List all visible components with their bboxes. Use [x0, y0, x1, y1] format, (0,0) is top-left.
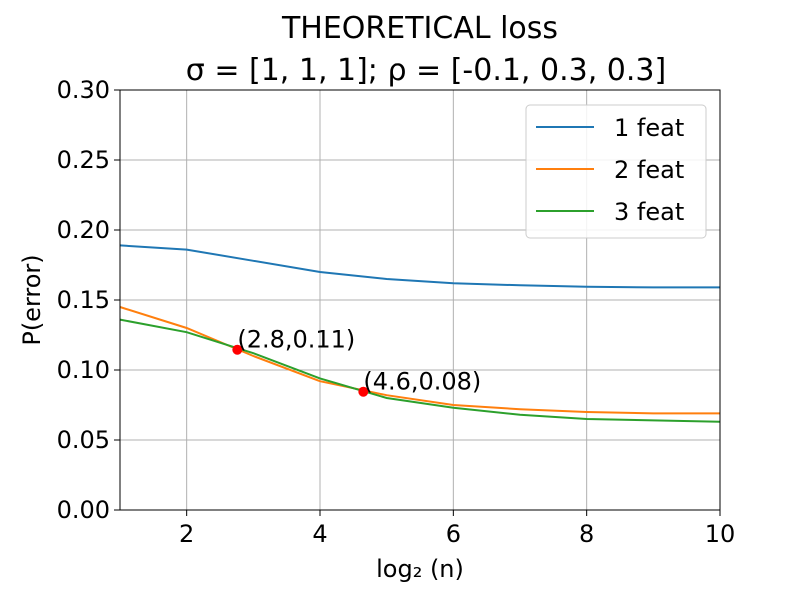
y-axis-label: P(error)	[18, 254, 46, 345]
annotation-label-1: (2.8,0.11)	[237, 326, 355, 354]
y-tick-label: 0.10	[57, 356, 110, 384]
chart-subtitle: σ = [1, 1, 1]; ρ = [-0.1, 0.3, 0.3]	[186, 53, 666, 88]
x-tick-label: 10	[705, 520, 736, 548]
x-axis-label: log₂ (n)	[376, 555, 464, 583]
y-tick-label: 0.30	[57, 76, 110, 104]
y-axis-ticks: 0.00 0.05 0.10 0.15 0.20 0.25 0.30	[57, 76, 120, 524]
legend-label-1: 1 feat	[614, 114, 684, 142]
legend-label-2: 2 feat	[614, 156, 684, 184]
y-tick-label: 0.25	[57, 146, 110, 174]
annotation-marker-2	[358, 386, 369, 397]
y-tick-label: 0.15	[57, 286, 110, 314]
x-tick-label: 2	[179, 520, 194, 548]
annotation-marker-1	[232, 344, 243, 355]
x-tick-label: 6	[446, 520, 461, 548]
legend-label-3: 3 feat	[614, 198, 684, 226]
legend: 1 feat 2 feat 3 feat	[525, 104, 707, 239]
series-line-2	[119, 306, 720, 415]
x-axis-ticks: 2 4 6 8 10	[179, 510, 735, 548]
x-tick-label: 8	[579, 520, 594, 548]
y-tick-label: 0.05	[57, 426, 110, 454]
y-tick-label: 0.00	[57, 496, 110, 524]
series-group	[119, 244, 721, 423]
chart-title: THEORETICAL loss	[281, 11, 558, 46]
x-tick-label: 4	[312, 520, 327, 548]
series-line-1	[119, 244, 720, 289]
legend-box	[525, 104, 707, 239]
series-line-3	[119, 318, 721, 423]
y-tick-label: 0.20	[57, 216, 110, 244]
annotation-group: (2.8,0.11) (4.6,0.08)	[232, 326, 481, 397]
annotation-label-2: (4.6,0.08)	[363, 368, 481, 396]
